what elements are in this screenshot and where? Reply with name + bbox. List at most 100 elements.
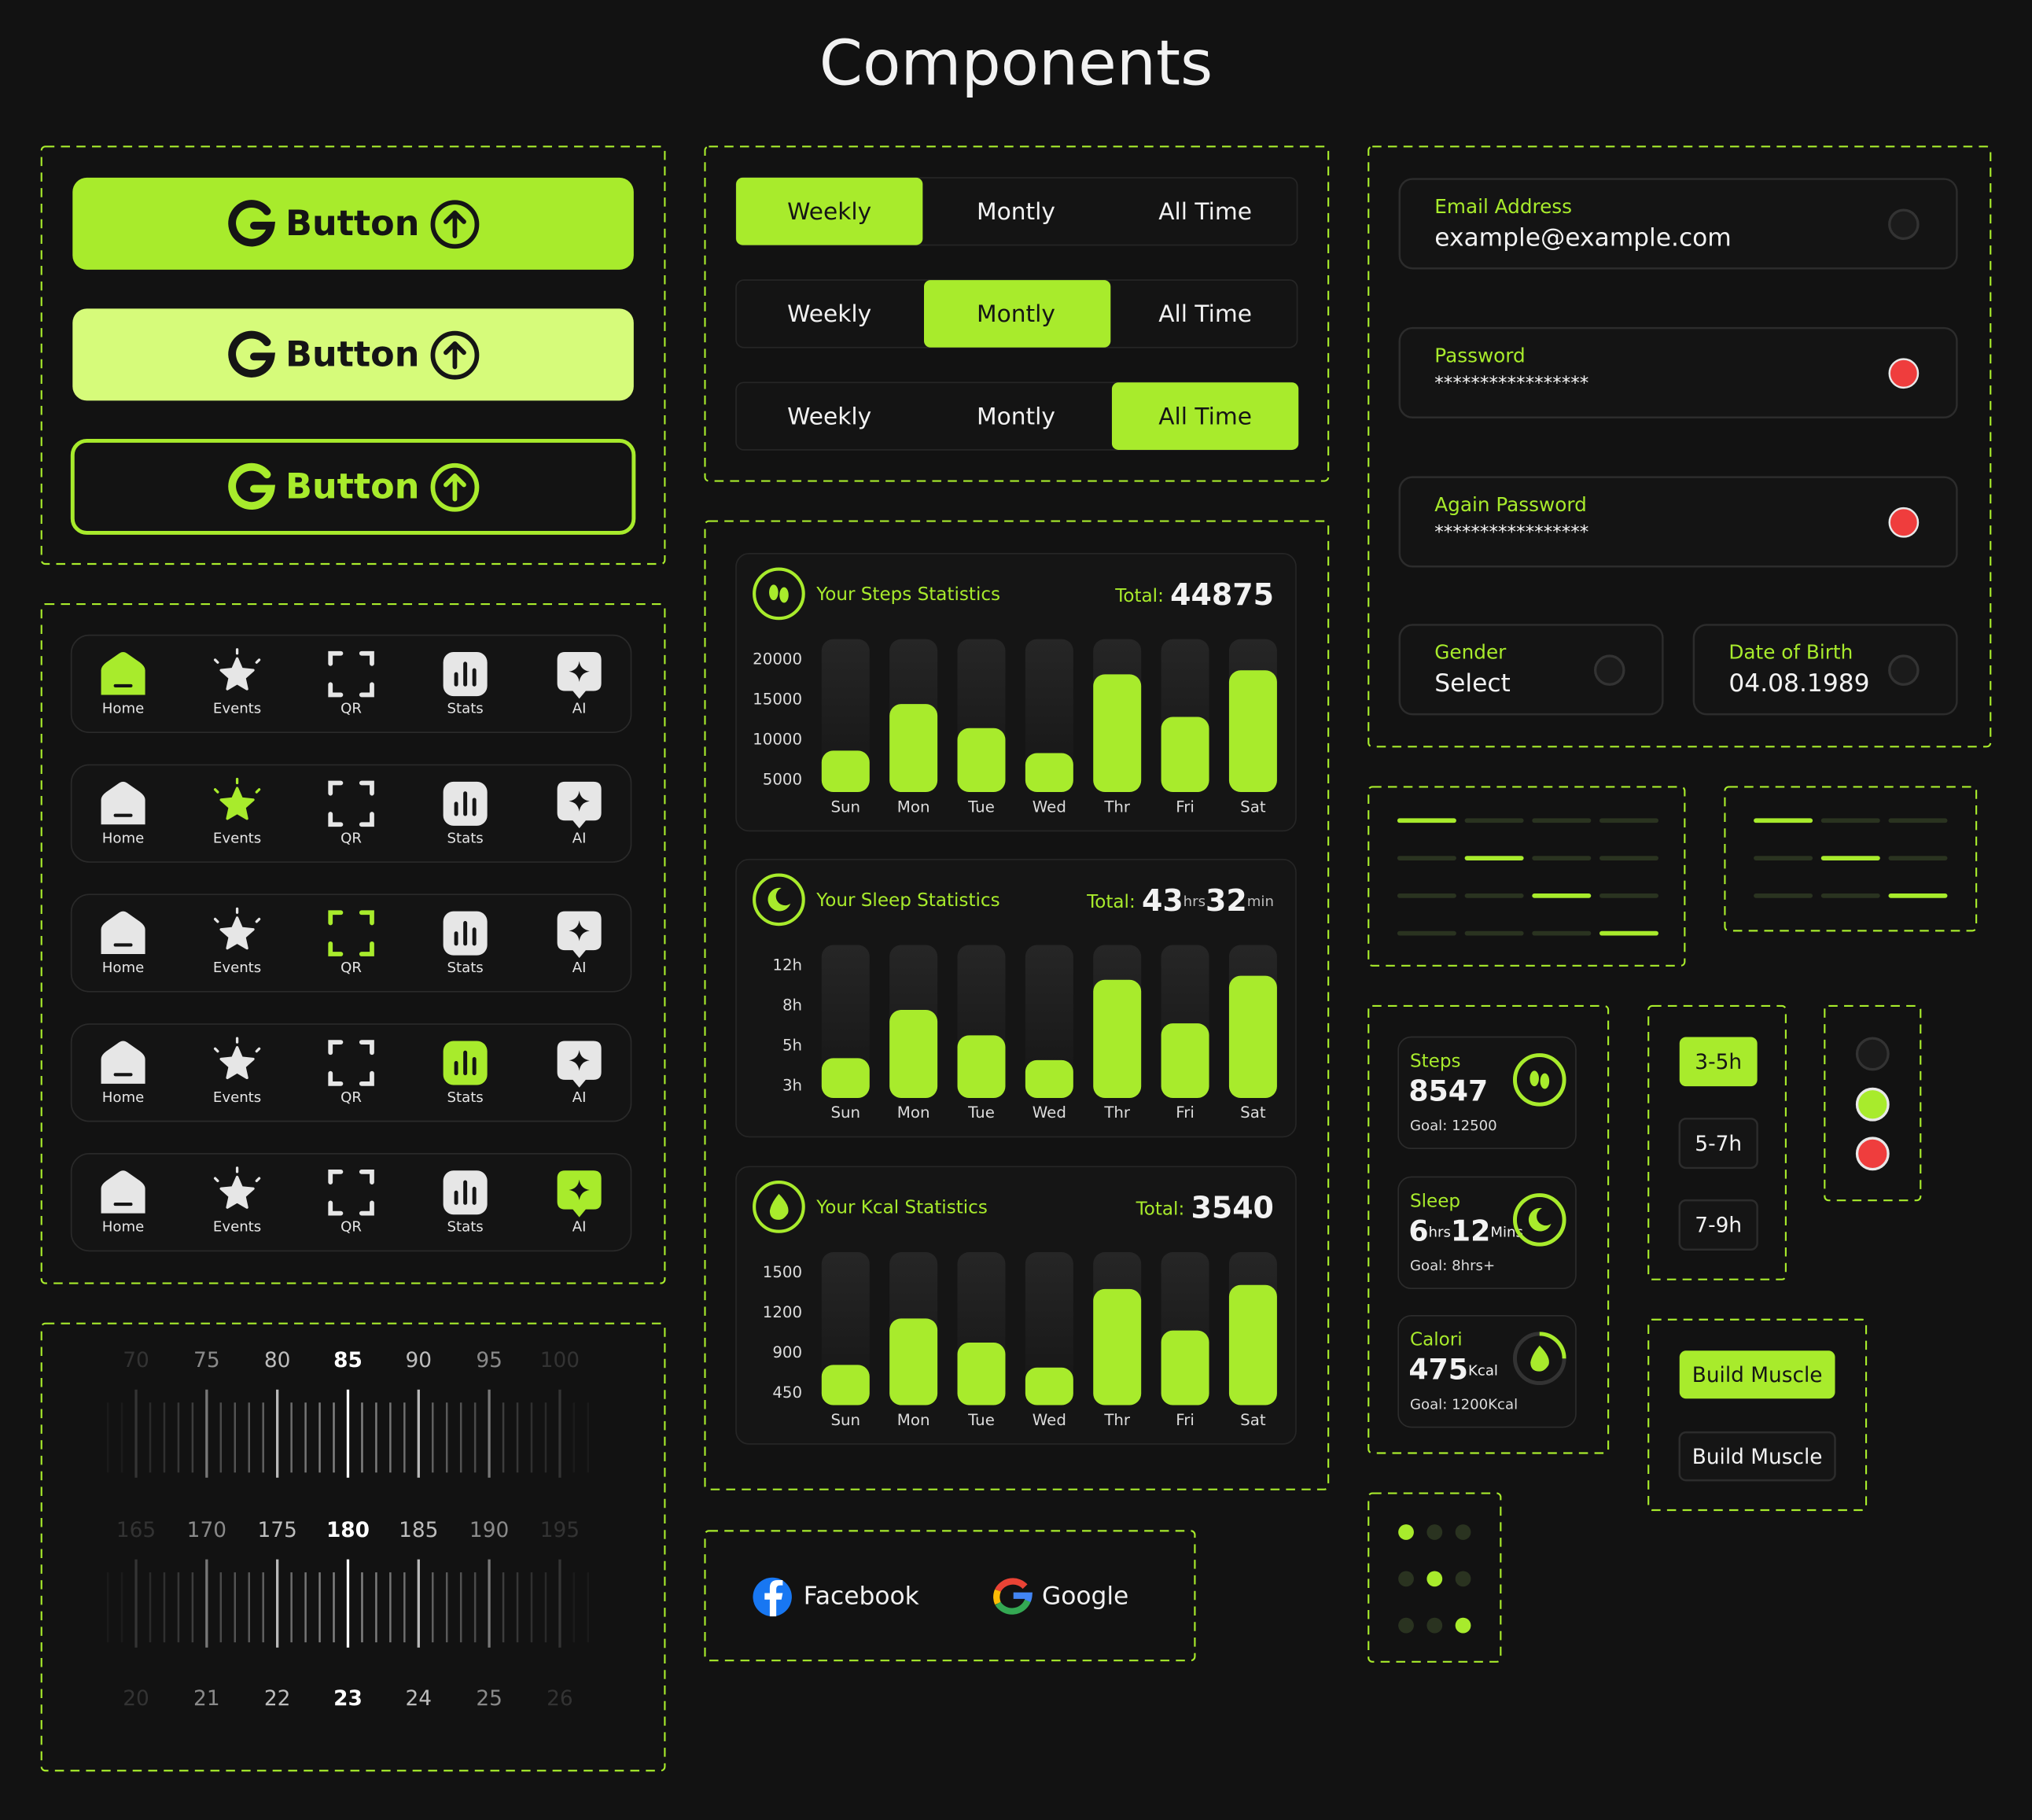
segment-label[interactable]: Montly (977, 300, 1055, 327)
nav-label[interactable]: Stats (447, 701, 484, 717)
nav-label[interactable]: AI (572, 830, 587, 846)
input-value[interactable]: example@example.com (1434, 223, 1732, 252)
qr-icon (328, 650, 374, 698)
nav-label[interactable]: QR (341, 1219, 362, 1236)
nav-label[interactable]: AI (572, 960, 587, 976)
ai-icon (569, 1049, 590, 1071)
frame (1824, 1004, 1922, 1202)
input-field[interactable] (1398, 624, 1664, 716)
chip[interactable] (1678, 1431, 1836, 1482)
nav-label[interactable]: Home (102, 960, 144, 976)
status-dot (1888, 208, 1920, 241)
radio[interactable] (1855, 1137, 1890, 1171)
nav-label[interactable]: Events (213, 701, 261, 717)
nav-label[interactable]: AI (572, 1089, 587, 1106)
input-value[interactable]: Select (1434, 669, 1511, 698)
nav-label[interactable]: Home (102, 701, 144, 717)
segment-active[interactable] (1111, 382, 1299, 450)
home-icon (101, 1041, 145, 1084)
chip[interactable] (1678, 1199, 1758, 1251)
chip-label[interactable]: Build Muscle (1692, 1446, 1823, 1469)
button[interactable] (70, 438, 636, 535)
mini-stat-ring (1512, 1053, 1566, 1107)
stats-icon (454, 921, 477, 946)
nav-label[interactable]: Stats (447, 1219, 484, 1236)
y-tick-label: 1500 (763, 1263, 802, 1281)
mini-stat-part: 8547 (1408, 1074, 1488, 1107)
arrow-icon (444, 473, 466, 502)
y-tick-label: 10000 (753, 731, 802, 749)
social-label[interactable]: Google (1042, 1582, 1128, 1610)
segment-label[interactable]: Weekly (787, 402, 871, 429)
ruler-label: 70 (123, 1349, 149, 1372)
nav-label[interactable]: Home (102, 1089, 144, 1106)
input-field[interactable] (1398, 326, 1958, 419)
segment-label[interactable]: Montly (977, 197, 1055, 225)
segment-label[interactable]: All Time (1158, 402, 1252, 429)
nav-label[interactable]: Events (213, 1089, 261, 1106)
facebook-icon (764, 1579, 783, 1617)
ruler-label: 75 (193, 1349, 220, 1372)
nav-label[interactable]: Home (102, 1219, 144, 1236)
nav-label[interactable]: Stats (447, 830, 484, 846)
x-tick-label: Tue (967, 1103, 995, 1122)
input-value[interactable]: 04.08.1989 (1728, 669, 1869, 698)
segment-label[interactable]: All Time (1158, 300, 1252, 327)
input-value[interactable]: ***************** (1434, 373, 1588, 393)
moon-glyph (1528, 1207, 1552, 1232)
frame (1368, 1004, 1610, 1454)
nav-label[interactable]: QR (341, 1089, 362, 1106)
radio[interactable] (1855, 1037, 1890, 1071)
nav-label[interactable]: Stats (447, 1089, 484, 1106)
chip[interactable] (1678, 1118, 1758, 1170)
bar (1093, 979, 1142, 1098)
segment-active[interactable] (923, 280, 1111, 348)
segment-label[interactable]: Montly (977, 402, 1055, 429)
segment-active[interactable] (736, 177, 923, 245)
input-label: Date of Birth (1728, 641, 1853, 664)
frame (1368, 1492, 1502, 1663)
nav-label[interactable]: QR (341, 960, 362, 976)
moon-glyph (768, 887, 791, 912)
radio[interactable] (1855, 1087, 1890, 1122)
input-field[interactable] (1692, 624, 1958, 716)
events-icon (219, 657, 255, 691)
chip[interactable] (1679, 1350, 1835, 1399)
input-field[interactable] (1398, 178, 1958, 270)
segment-label[interactable]: Weekly (787, 300, 871, 327)
google-glyph (228, 462, 276, 510)
button[interactable] (72, 177, 634, 270)
page-dot (1426, 1524, 1443, 1540)
arrow-icon (430, 200, 480, 249)
nav-label[interactable]: Events (213, 830, 261, 846)
y-tick-label: 12h (772, 956, 802, 974)
chip-label[interactable]: 7-9h (1695, 1214, 1742, 1238)
nav-label[interactable]: Home (102, 830, 144, 846)
nav-label[interactable]: QR (341, 701, 362, 717)
ruler-label: 190 (469, 1519, 509, 1542)
nav-label[interactable]: Stats (447, 960, 484, 976)
chip-label[interactable]: 3-5h (1695, 1051, 1742, 1074)
segment-label[interactable]: All Time (1158, 197, 1252, 225)
stats-title: Your Steps Statistics (815, 584, 1000, 605)
chip-label[interactable]: 5-7h (1695, 1133, 1742, 1156)
nav-label[interactable]: AI (572, 1219, 587, 1236)
nav-label[interactable]: AI (572, 701, 587, 717)
events-icon (213, 1166, 261, 1183)
mini-stat-label: Calori (1410, 1330, 1463, 1350)
input-field[interactable] (1398, 476, 1958, 568)
stats-total: Total: 43hrs32min (1086, 883, 1274, 918)
total-part: 44875 (1170, 577, 1274, 612)
chip-label[interactable]: Build Muscle (1692, 1364, 1823, 1387)
social-label[interactable]: Facebook (804, 1582, 920, 1610)
input-value[interactable]: ***************** (1434, 522, 1588, 543)
button[interactable] (72, 308, 634, 401)
home-icon (101, 1170, 145, 1214)
bar (1161, 1023, 1209, 1098)
nav-label[interactable]: Events (213, 960, 261, 976)
nav-label[interactable]: Events (213, 1219, 261, 1236)
bar-track (1025, 945, 1073, 1098)
nav-label[interactable]: QR (341, 830, 362, 846)
chip[interactable] (1679, 1037, 1758, 1087)
segment-label[interactable]: Weekly (787, 197, 871, 225)
